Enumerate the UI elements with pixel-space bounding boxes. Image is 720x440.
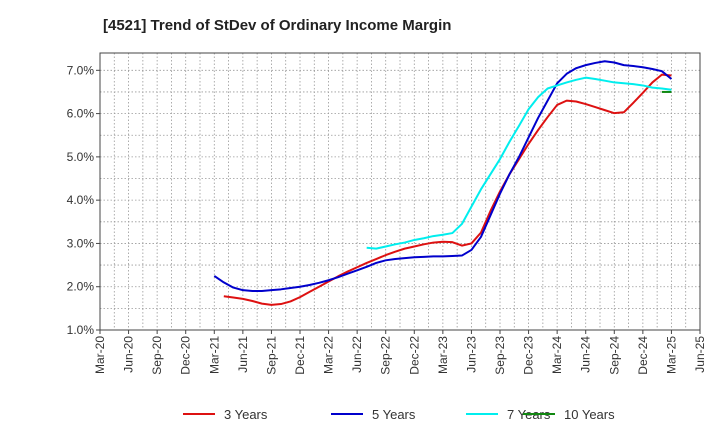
x-tick-label: Sep-20 <box>150 336 164 375</box>
legend-label-3-years: 3 Years <box>224 407 268 422</box>
x-tick-label: Jun-21 <box>236 336 250 373</box>
y-tick-label: 4.0% <box>67 193 95 207</box>
x-tick-label: Jun-22 <box>350 336 364 373</box>
x-tick-label: Mar-20 <box>93 336 107 374</box>
legend-label-5-years: 5 Years <box>372 407 416 422</box>
x-tick-label: Dec-23 <box>522 336 536 375</box>
x-tick-label: Mar-23 <box>436 336 450 374</box>
y-tick-label: 1.0% <box>67 323 95 337</box>
x-tick-label: Jun-20 <box>122 336 136 373</box>
x-tick-label: Dec-21 <box>293 336 307 375</box>
grid-lines <box>99 53 701 331</box>
y-tick-label: 2.0% <box>67 280 95 294</box>
y-tick-label: 3.0% <box>67 236 95 250</box>
legend-label-10-years: 10 Years <box>564 407 615 422</box>
x-tick-label: Mar-24 <box>550 336 564 374</box>
x-tick-label: Sep-21 <box>264 336 278 375</box>
series-line-7-years <box>366 76 672 250</box>
x-tick-label: Sep-23 <box>493 336 507 375</box>
x-tick-label: Dec-20 <box>179 336 193 375</box>
x-tick-label: Sep-24 <box>607 336 621 375</box>
x-tick-label: Jun-24 <box>579 336 593 373</box>
x-axis: Mar-20 Jun-20 Sep-20 Dec-20 Mar-21 Jun-21 Sep-… <box>93 330 707 375</box>
chart-title: [4521] Trend of StDev of Ordinary Income… <box>103 17 451 34</box>
series-line-5-years <box>213 60 673 293</box>
x-tick-label: Dec-24 <box>636 336 650 375</box>
x-tick-label: Dec-22 <box>407 336 421 375</box>
x-tick-label: Mar-21 <box>207 336 221 374</box>
series-lines <box>213 60 673 306</box>
series-line-3-years <box>223 73 672 306</box>
x-tick-label: Jun-25 <box>693 336 707 373</box>
y-tick-label: 7.0% <box>67 63 95 77</box>
y-axis: 1.0% 2.0% 3.0% 4.0% 5.0% 6.0% 7.0% <box>67 63 100 337</box>
y-tick-label: 6.0% <box>67 107 95 121</box>
x-tick-label: Mar-22 <box>322 336 336 374</box>
legend: 3 Years 5 Years 7 Years 10 Years <box>183 407 615 422</box>
x-tick-label: Jun-23 <box>464 336 478 373</box>
x-tick-label: Mar-25 <box>664 336 678 374</box>
x-tick-label: Sep-22 <box>379 336 393 375</box>
plot-frame <box>99 52 701 331</box>
y-tick-label: 5.0% <box>67 150 95 164</box>
